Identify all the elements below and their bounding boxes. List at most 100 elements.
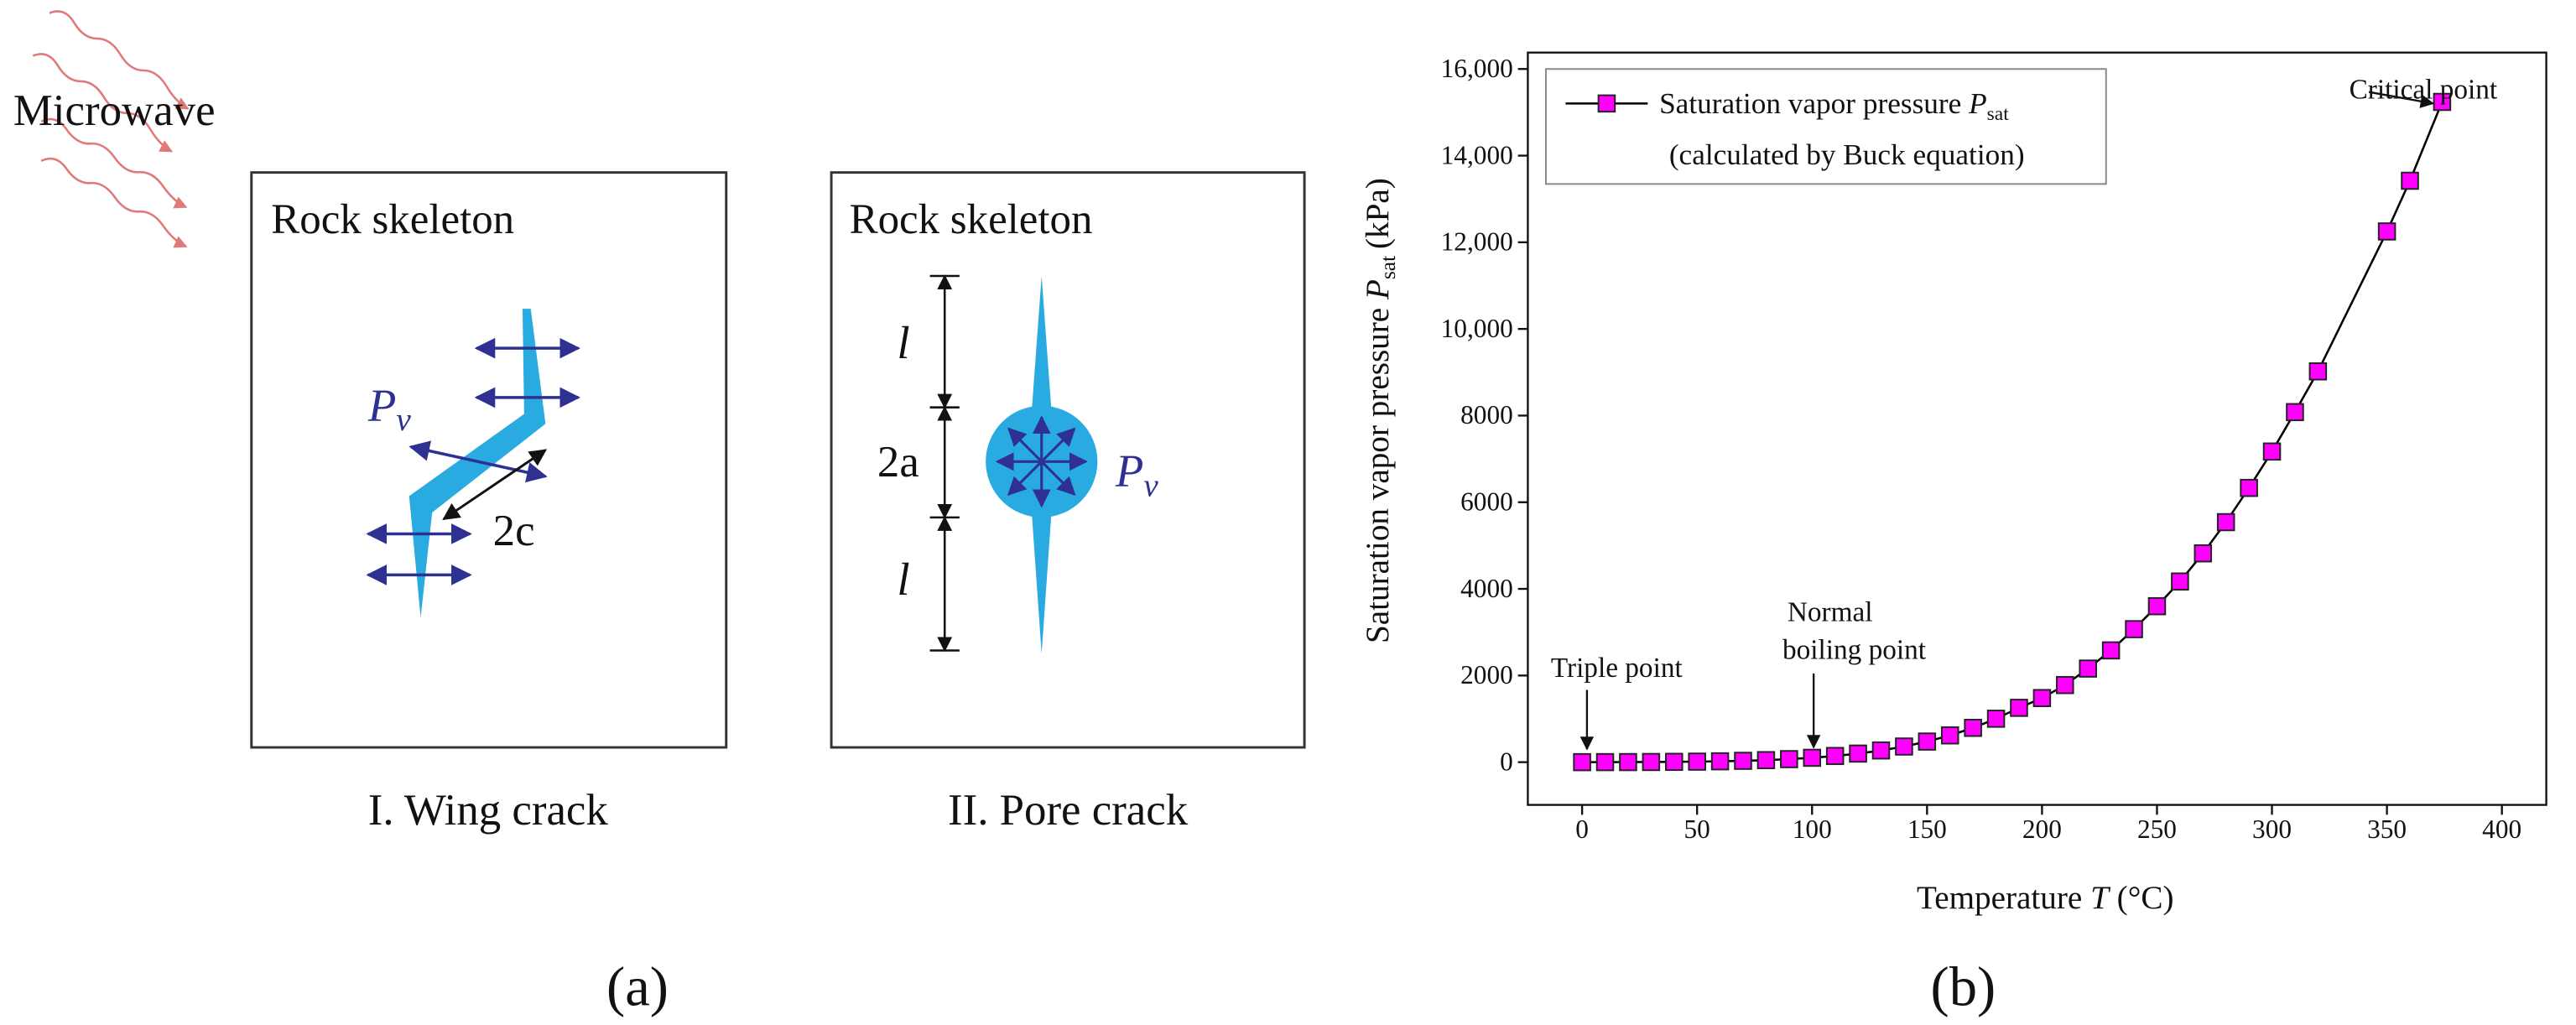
pv-symbol: P — [1115, 445, 1144, 497]
data-point — [2286, 403, 2304, 422]
x-axis-title: Temperature T (°C) — [1917, 880, 2174, 916]
y-tick-label: 6000 — [1460, 487, 1513, 517]
data-point — [2056, 675, 2074, 695]
data-point — [2401, 171, 2419, 190]
y-tick-label: 0 — [1500, 747, 1513, 776]
data-point — [1849, 744, 1867, 763]
length-arrow — [442, 449, 548, 521]
data-point — [1871, 741, 1891, 760]
stress-arrows — [366, 337, 580, 585]
y-tick-label: 8000 — [1460, 400, 1513, 429]
panel-box — [830, 171, 1306, 749]
microwave-label: Microwave — [13, 86, 216, 135]
legend-label: Saturation vapor pressure Psat — [1659, 87, 2009, 125]
data-point — [1688, 752, 1706, 771]
pv-subscript: v — [396, 402, 411, 438]
annotation: Normal — [1788, 596, 1873, 627]
legend-subscript: sat — [1987, 103, 2010, 125]
x-tick-label: 0 — [1575, 814, 1589, 844]
pv-label: Pv — [367, 379, 412, 438]
data-point — [1756, 751, 1776, 769]
panel-title: Rock skeleton — [271, 196, 514, 243]
pv-subscript: v — [1143, 467, 1158, 503]
y-axis-title: Saturation vapor pressure Psat (kPa) — [1360, 178, 1400, 643]
panel-caption: II. Pore crack — [948, 786, 1189, 835]
data-point — [1710, 752, 1730, 771]
data-point — [1573, 752, 1591, 772]
radius-label: 2a — [877, 438, 919, 486]
pv-symbol: P — [367, 379, 397, 430]
y-tick-label: 14,000 — [1441, 140, 1513, 169]
data-point — [2377, 222, 2396, 241]
x-tick-label: 150 — [1907, 814, 1947, 844]
y-axis-text: Saturation vapor pressure — [1360, 308, 1396, 643]
y-axis-subscript: sat — [1376, 256, 1400, 279]
y-tick-label: 12,000 — [1441, 227, 1513, 257]
legend-marker — [1597, 94, 1616, 113]
y-tick-label: 16,000 — [1441, 54, 1513, 83]
data-point — [2240, 478, 2258, 497]
x-tick-label: 50 — [1684, 814, 1710, 844]
x-axis-unit: (°C) — [2117, 880, 2174, 916]
x-tick-label: 100 — [1793, 814, 1832, 844]
legend-symbol: P — [1968, 87, 1987, 120]
y-axis-unit: (kPa) — [1360, 178, 1396, 249]
data-line — [1582, 101, 2443, 763]
y-tick-label: 2000 — [1460, 660, 1513, 689]
panel-title: Rock skeleton — [850, 196, 1093, 243]
x-tick-label: 250 — [2137, 814, 2177, 844]
data-point — [1619, 752, 1637, 772]
data-point — [1803, 748, 1822, 767]
data-point — [1918, 732, 1937, 751]
legend-name: Saturation vapor pressure — [1659, 87, 1961, 120]
data-point — [2308, 362, 2328, 381]
x-tick-label: 400 — [2482, 814, 2521, 844]
data-point — [2216, 512, 2235, 532]
y-tick-label: 10,000 — [1441, 314, 1513, 343]
data-point — [1825, 747, 1845, 766]
legend-note: (calculated by Buck equation) — [1669, 138, 2025, 171]
legend-box — [1544, 68, 2107, 185]
data-point — [2079, 659, 2097, 678]
panel-caption: I. Wing crack — [368, 786, 609, 835]
length-label: 2c — [493, 507, 535, 555]
data-point — [1986, 710, 2006, 728]
panel-box — [250, 171, 728, 749]
y-tick-label: 4000 — [1460, 574, 1513, 603]
data-point — [1664, 752, 1684, 772]
pv-label: Pv — [1115, 445, 1159, 504]
microwave-waves — [32, 10, 190, 248]
data-point — [1895, 737, 1913, 756]
tip-label: l — [897, 554, 909, 605]
x-axis-symbol: T — [2090, 880, 2111, 916]
data-point — [1964, 718, 1982, 737]
annotation: Critical point — [2350, 75, 2498, 106]
legend: Saturation vapor pressure Psat (calculate… — [1544, 68, 2107, 185]
annotation: boiling point — [1782, 634, 1927, 665]
data-point — [1595, 752, 1615, 772]
data-point — [2171, 572, 2189, 591]
plot-frame — [1527, 51, 2547, 806]
data-point — [2101, 641, 2121, 660]
data-point — [2125, 620, 2143, 638]
x-tick-label: 200 — [2022, 814, 2062, 844]
y-axis-symbol: P — [1360, 279, 1396, 300]
dimension-line — [929, 274, 960, 653]
panel-label: (a) — [606, 957, 669, 1018]
data-point — [2147, 596, 2167, 616]
data-point — [2194, 544, 2213, 563]
annotation-arrow — [2368, 91, 2435, 108]
x-tick-label: 300 — [2252, 814, 2292, 844]
x-axis-text: Temperature — [1917, 880, 2082, 916]
data-point — [2262, 442, 2282, 461]
data-point — [2010, 699, 2028, 717]
x-tick-label: 350 — [2367, 814, 2407, 844]
pressure-arrows — [995, 415, 1088, 508]
annotation: Triple point — [1551, 653, 1684, 684]
data-point — [1780, 750, 1798, 768]
data-point — [1940, 726, 1959, 745]
tip-label: l — [897, 317, 909, 368]
data-point — [1734, 752, 1752, 770]
